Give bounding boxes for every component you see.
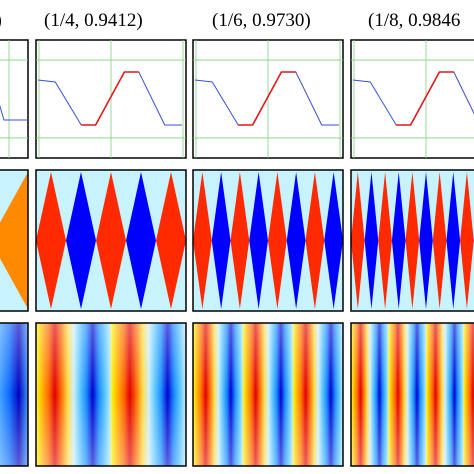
panel-frame [35,322,187,467]
diamond-shape [351,172,365,309]
diamond-shape [305,172,325,309]
waveform-highlight [81,71,139,126]
diamond-panel-3 [192,169,344,312]
diamond-shape [286,172,306,309]
field-shading [36,323,186,466]
diamond-shape [156,172,186,309]
diamond-shape [230,172,250,309]
diamond-shape [249,172,268,309]
waveform-highlight [238,71,296,126]
column-label-2: (1/4, 0.9412) [44,10,143,31]
line-panel-2 [35,39,187,159]
field-shading [0,323,28,466]
diamond-shape [419,172,433,309]
field-shading [351,323,474,466]
column-label-4: (1/8, 0.9846 [368,10,460,31]
diamond-shape [193,172,212,309]
row-line-plots [0,39,474,159]
row-field-maps [0,322,474,467]
field-panel-1 [0,322,29,467]
line-panels [0,39,474,159]
waveform-highlight [396,71,454,126]
line-panel-4 [350,39,474,159]
panel-frame [0,39,29,159]
column-label-3: (1/6, 0.9730) [212,10,311,31]
diamond-shape [378,172,392,309]
diamond-shape [126,172,156,309]
field-shading [193,323,343,466]
field-panel-4 [350,322,474,467]
diamond-shape [96,172,126,309]
diamond-panel-2 [35,169,187,312]
line-panel-3 [192,39,344,159]
diamond-shape [211,172,231,309]
diamond-shape [460,172,474,309]
panel-frame [350,39,474,159]
panel-frame [0,169,29,312]
diamond-panels [0,169,474,312]
diamond-panel-1 [0,169,29,312]
column-label-1: 0) [0,10,2,31]
panel-frame [350,322,474,467]
panel-frame [192,322,344,467]
diamond-shape [391,172,406,309]
diamond-shape [268,172,287,309]
line-panel-1 [0,39,29,159]
panel-frame [35,169,187,312]
panel-frame [350,169,474,312]
field-panel-2 [35,322,187,467]
diamond-panel-4 [350,169,474,312]
row-diamond-patterns [0,169,474,312]
diamond-shape [324,172,343,309]
diamond-shape [405,172,420,309]
diamond-shape [364,172,379,309]
field-panels [0,322,474,467]
diamond-shape [66,172,96,309]
waveform-line [0,104,28,121]
diamond-shape [432,172,447,309]
diamond-shape [446,172,461,309]
diamond-shape [36,172,66,309]
panel-frame [0,322,29,467]
panel-frame [192,169,344,312]
field-panel-3 [192,322,344,467]
diamond-shape [0,172,28,309]
